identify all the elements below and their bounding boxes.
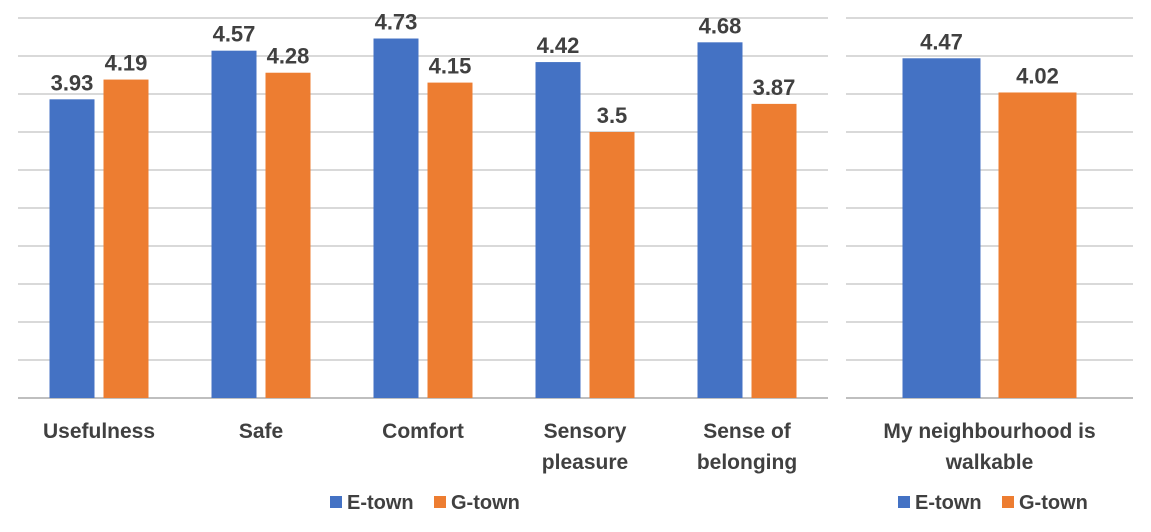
data-label: 4.19 [105, 51, 148, 76]
bar-g-town-usefulness [103, 79, 149, 398]
category-label: My neighbourhood is [883, 420, 1095, 443]
data-label: 3.93 [51, 70, 94, 95]
bar-e-town-usefulness [49, 99, 95, 398]
category-label: belonging [697, 451, 797, 474]
category-label: Usefulness [43, 420, 155, 443]
data-label: 3.5 [597, 103, 628, 128]
category-label: Comfort [382, 420, 464, 443]
data-label: 4.73 [375, 10, 418, 35]
bar-e-town-sensory-pleasure [535, 62, 581, 399]
legend-swatch-g-town [434, 496, 446, 508]
bar-g-town-safe [265, 72, 311, 398]
legend-swatch-g-town [1002, 496, 1014, 508]
legend-label-e-town: E-town [347, 492, 414, 514]
bar-e-town-comfort [373, 38, 419, 399]
data-label: 4.28 [267, 44, 310, 69]
bar-g-town-comfort [427, 82, 473, 398]
bar-g-town-sensory-pleasure [589, 132, 635, 398]
legend-swatch-e-town [330, 496, 342, 508]
category-label: Sense of [703, 420, 792, 443]
bar-e-town-my-neighbourhood-is-walkable [902, 58, 981, 398]
data-label: 4.47 [920, 29, 963, 54]
data-label: 4.42 [537, 33, 580, 58]
data-label: 3.87 [753, 75, 796, 100]
bar-g-town-my-neighbourhood-is-walkable [998, 92, 1077, 398]
legend-swatch-e-town [898, 496, 910, 508]
data-label: 4.15 [429, 54, 472, 79]
category-label: walkable [945, 451, 1034, 474]
legend-label-g-town: G-town [1019, 492, 1088, 514]
category-label: Sensory [544, 420, 627, 443]
legend-label-g-town: G-town [451, 492, 520, 514]
category-label: Safe [239, 420, 283, 443]
bar-g-town-sense-of-belonging [751, 103, 797, 398]
bar-e-town-safe [211, 50, 257, 399]
data-label: 4.57 [213, 22, 256, 47]
data-label: 4.02 [1016, 63, 1059, 88]
data-label: 4.68 [699, 13, 742, 38]
category-label: pleasure [542, 451, 628, 474]
bar-e-town-sense-of-belonging [697, 42, 743, 398]
legend-label-e-town: E-town [915, 492, 982, 514]
